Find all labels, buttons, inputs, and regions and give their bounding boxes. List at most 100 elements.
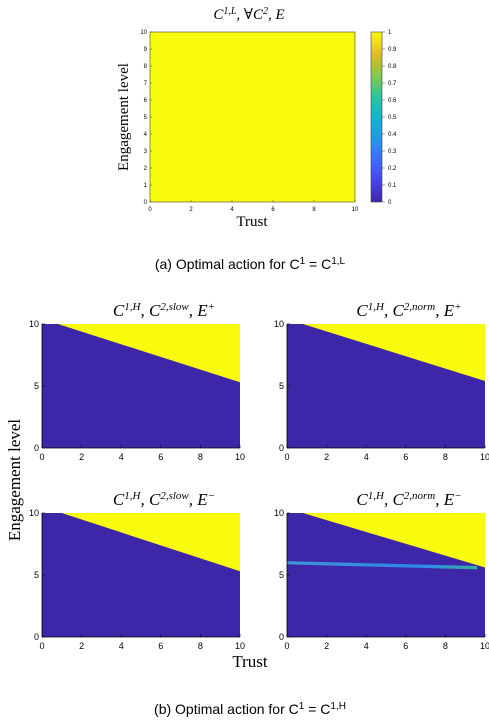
panel-b2-xtick-label: 0 [284, 452, 289, 462]
panel-title-part: 1,H [124, 301, 141, 313]
chart-a-ytick-label: 3 [144, 149, 148, 155]
chart-a-ytick-label: 1 [144, 183, 148, 189]
chart-a-colorbar-tick-label: 0.9 [388, 47, 397, 53]
panel-b3-region-yellow [61, 513, 240, 572]
chart-a-colorbar-ticks: 0 0.1 0.2 0.3 0.4 0.5 0.6 0.7 0.8 0.9 1 [382, 30, 397, 206]
panel-title-part: 1,H [124, 490, 141, 502]
panel-b3-xtick-label: 2 [79, 641, 84, 651]
panel-b1-ytick-label: 5 [34, 381, 39, 391]
panel-title-part: , C [384, 301, 405, 320]
panel-title-part: − [208, 490, 215, 502]
panel-b4-title: C1,H, C2,norm, E− [356, 490, 461, 509]
panel-b4-ytick-label: 5 [279, 570, 284, 580]
panel-title-part: 1,H [368, 301, 385, 313]
panel-title-part: , E [435, 301, 455, 320]
chart-a-ytick-label: 8 [144, 64, 148, 70]
panel-title-part: , C [384, 490, 405, 509]
chart-a-ytick-label: 6 [144, 98, 148, 104]
panel-b3-xtick-label: 10 [235, 641, 245, 651]
panel-title-part: 2,norm [404, 301, 436, 313]
panel-b4-xtick-label: 8 [443, 641, 448, 651]
chart-a-heatmap [149, 31, 356, 203]
panel-title-part: 2,norm [404, 490, 436, 502]
caption-b: (b) Optimal action for C1 = C1,H [154, 701, 346, 718]
chart-a-colorbar-tick-label: 0.6 [388, 98, 397, 104]
chart-a-ytick-label: 9 [144, 47, 148, 53]
chart-a-xtick-label: 4 [230, 207, 234, 213]
panel-b2-region-yellow [302, 324, 485, 382]
chart-a-ytick-label: 0 [144, 200, 148, 206]
chart-a-xtick-label: 8 [312, 207, 316, 213]
panel-title-part: , C [140, 301, 161, 320]
panel-title-part: C [356, 490, 368, 509]
panel-b4-ytick-label: 10 [274, 508, 284, 518]
panel-title-part: , E [435, 490, 455, 509]
chart-a-colorbar-tick-label: 0.1 [388, 183, 397, 189]
panel-b1-xtick-label: 8 [198, 452, 203, 462]
chart-a-xtick-label: 6 [271, 207, 275, 213]
panel-b4-region-yellow [302, 513, 485, 568]
panel-b4-xtick-label: 0 [284, 641, 289, 651]
chart-a-title: C1,L, ∀C2, E [213, 6, 284, 24]
chart-a-ytick-label: 2 [144, 166, 148, 172]
panel-b4-xtick-label: 10 [480, 641, 489, 651]
panel-title-part: C [113, 301, 125, 320]
chart-a-colorbar-tick-label: 0 [388, 200, 392, 206]
chart-a-ylabel: Engagement level [116, 63, 132, 171]
panel-title-part: , E [189, 301, 209, 320]
chart-a-colorbar-tick-label: 0.5 [388, 115, 397, 121]
panel-b1-xtick-label: 6 [158, 452, 163, 462]
panel-title-part: , C [140, 490, 161, 509]
panel-title-part: + [454, 301, 461, 313]
chart-a-ytick-label: 4 [144, 132, 148, 138]
panel-title-part: 2,slow [160, 301, 189, 313]
panel-b1-ytick-label: 0 [34, 443, 39, 453]
panel-b3-xtick-label: 4 [119, 641, 124, 651]
panel-b1-xtick-label: 2 [79, 452, 84, 462]
panel-b1-title: C1,H, C2,slow, E+ [113, 301, 215, 320]
chart-a-ytick-label: 7 [144, 81, 148, 87]
panel-b1-xtick-label: 10 [235, 452, 245, 462]
panel-b4-xtick-label: 2 [324, 641, 329, 651]
panel-b4-band [287, 561, 478, 570]
chart-a-xtick-label: 10 [352, 207, 359, 213]
panel-b3: C1,H, C2,slow, E− 0 2 4 6 8 10 0 5 10 [29, 490, 245, 651]
panel-b3-title: C1,H, C2,slow, E− [113, 490, 215, 509]
panel-b1-xtick-label: 4 [119, 452, 124, 462]
chart-a-colorbar-tick-label: 0.4 [388, 132, 397, 138]
panel-b3-ytick-label: 10 [29, 508, 39, 518]
panel-b2-xtick-label: 6 [403, 452, 408, 462]
chart-a-colorbar-tick-label: 0.8 [388, 64, 397, 70]
panel-title-part: − [454, 490, 461, 502]
chart-a-colorbar [370, 31, 383, 203]
chart-a-xtick-label: 2 [189, 207, 193, 213]
panel-b2-xtick-label: 8 [443, 452, 448, 462]
panel-b1-xtick-label: 0 [39, 452, 44, 462]
panel-title-part: , E [189, 490, 209, 509]
chart-a-colorbar-tick-label: 0.7 [388, 81, 397, 87]
panel-b2-xtick-label: 2 [324, 452, 329, 462]
chart-a-colorbar-tick-label: 0.2 [388, 166, 397, 172]
panel-title-part: 2,slow [160, 490, 189, 502]
caption-a: (a) Optimal action for C1 = C1,L [155, 256, 346, 273]
panel-b2-ytick-label: 10 [274, 319, 284, 329]
chart-a-ytick-label: 5 [144, 115, 148, 121]
panel-b4-ytick-label: 0 [279, 632, 284, 642]
panel-b3-xtick-label: 8 [198, 641, 203, 651]
panel-b4: C1,H, C2,norm, E− 0 2 4 6 8 10 0 5 10 [274, 490, 489, 651]
panel-title-part: C [113, 490, 125, 509]
panel-title-part: 1,H [368, 490, 385, 502]
chart-a-ytick-label: 10 [140, 30, 147, 36]
panel-b1-ytick-label: 10 [29, 319, 39, 329]
chart-a-xtick-label: 0 [148, 207, 152, 213]
panel-b2-title: C1,H, C2,norm, E+ [356, 301, 461, 320]
chart-a-colorbar-tick-label: 0.3 [388, 149, 397, 155]
panel-b3-xtick-label: 0 [39, 641, 44, 651]
panel-b2-xtick-label: 4 [364, 452, 369, 462]
panel-b2-xtick-label: 10 [480, 452, 489, 462]
chart-a-colorbar-tick-label: 1 [388, 30, 392, 36]
